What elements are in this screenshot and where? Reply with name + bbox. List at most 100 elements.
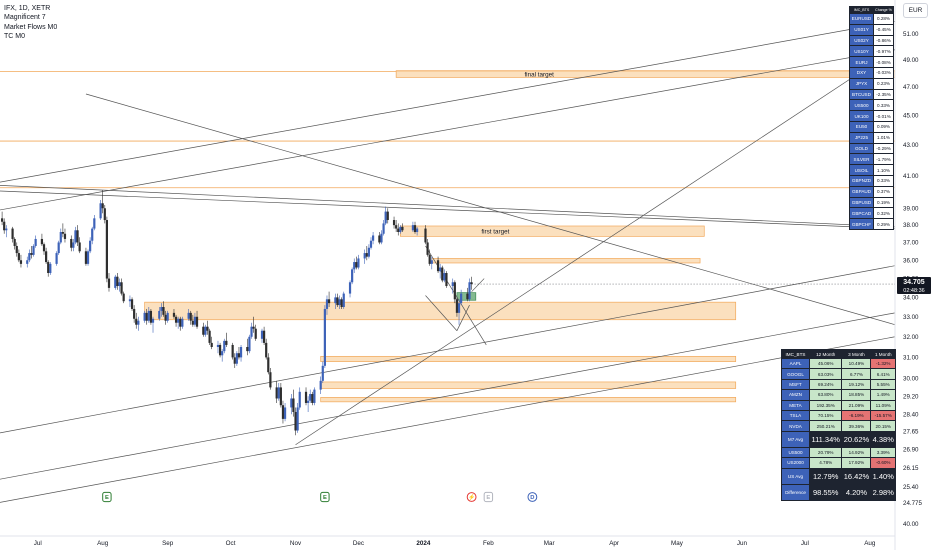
candle-up[interactable]: [353, 262, 356, 270]
candle-up[interactable]: [55, 253, 58, 264]
trendline[interactable]: [0, 21, 896, 183]
candle-down[interactable]: [424, 228, 427, 243]
candle-up[interactable]: [443, 273, 446, 281]
candle-down[interactable]: [304, 391, 308, 403]
candle-down[interactable]: [11, 228, 14, 239]
candle-up[interactable]: [204, 326, 207, 335]
split-icon[interactable]: [466, 492, 477, 502]
candle-up[interactable]: [457, 303, 461, 313]
candle-up[interactable]: [260, 330, 264, 339]
candle-up[interactable]: [460, 293, 463, 304]
trendline[interactable]: [0, 265, 896, 434]
candle-down[interactable]: [13, 238, 16, 246]
candle-up[interactable]: [277, 387, 280, 399]
candle-up[interactable]: [351, 269, 354, 283]
price-zone[interactable]: [395, 70, 896, 78]
candle-up[interactable]: [158, 310, 161, 319]
candle-up[interactable]: [348, 282, 352, 294]
candle-down[interactable]: [252, 326, 255, 329]
candle-up[interactable]: [323, 308, 326, 366]
candle-down[interactable]: [206, 326, 209, 331]
legend-symbol-line[interactable]: IFX, 1D, XETR: [4, 5, 51, 12]
candle-up[interactable]: [319, 380, 322, 390]
candle-down[interactable]: [174, 316, 178, 323]
trendline[interactable]: [0, 185, 896, 228]
candle-up[interactable]: [290, 398, 293, 408]
candle-up[interactable]: [59, 232, 62, 243]
candle-up[interactable]: [57, 242, 60, 254]
candle-down[interactable]: [254, 328, 257, 339]
price-zone[interactable]: [431, 258, 701, 264]
candle-up[interactable]: [223, 340, 226, 352]
candle-down[interactable]: [30, 253, 33, 255]
candle-down[interactable]: [269, 372, 272, 388]
candle-down[interactable]: [103, 208, 106, 221]
candle-up[interactable]: [99, 203, 102, 219]
candle-up[interactable]: [296, 407, 299, 431]
candle-up[interactable]: [143, 312, 146, 321]
dividend-icon[interactable]: [527, 492, 538, 502]
candle-down[interactable]: [426, 242, 429, 255]
candle-down[interactable]: [401, 226, 404, 231]
candle-down[interactable]: [386, 211, 389, 221]
candle-down[interactable]: [0, 218, 4, 222]
candle-down[interactable]: [63, 233, 67, 239]
candle-down[interactable]: [15, 245, 18, 254]
candle-down[interactable]: [195, 316, 199, 327]
candle-up[interactable]: [177, 318, 180, 323]
candle-down[interactable]: [149, 310, 153, 323]
candle-up[interactable]: [380, 233, 383, 243]
trendline[interactable]: [295, 49, 896, 446]
candle-up[interactable]: [166, 312, 169, 321]
candle-down[interactable]: [262, 330, 266, 343]
candle-up[interactable]: [114, 276, 117, 288]
candle-up[interactable]: [451, 282, 454, 287]
candle-up[interactable]: [93, 218, 96, 229]
candle-down[interactable]: [70, 238, 73, 248]
candle-down[interactable]: [281, 405, 285, 419]
candle-down[interactable]: [397, 228, 400, 233]
candle-up[interactable]: [216, 344, 220, 347]
candle-down[interactable]: [17, 253, 20, 261]
candle-up[interactable]: [430, 260, 433, 264]
candle-up[interactable]: [363, 253, 366, 259]
candle-down[interactable]: [135, 318, 138, 325]
trendline[interactable]: [0, 336, 896, 503]
candle-up[interactable]: [151, 318, 155, 323]
candle-down[interactable]: [470, 282, 473, 285]
candle-down[interactable]: [392, 220, 396, 226]
earnings-icon[interactable]: [102, 491, 112, 503]
trendline[interactable]: [0, 190, 896, 229]
candle-up[interactable]: [181, 318, 184, 327]
candle-down[interactable]: [292, 398, 295, 413]
candle-down[interactable]: [61, 232, 64, 234]
candle-up[interactable]: [371, 235, 375, 241]
candle-down[interactable]: [395, 225, 398, 229]
price-zone[interactable]: [399, 225, 705, 237]
candle-up[interactable]: [49, 263, 52, 274]
candle-down[interactable]: [208, 330, 211, 343]
earnings-icon[interactable]: [320, 491, 330, 503]
candle-down[interactable]: [191, 320, 194, 325]
candle-up[interactable]: [91, 228, 94, 241]
candle-down[interactable]: [189, 312, 192, 321]
candle-down[interactable]: [267, 357, 270, 373]
candle-up[interactable]: [307, 400, 310, 403]
candle-down[interactable]: [365, 253, 368, 257]
candle-up[interactable]: [325, 299, 329, 309]
candle-down[interactable]: [202, 326, 205, 335]
candle-down[interactable]: [436, 260, 440, 272]
candle-up[interactable]: [334, 297, 337, 304]
candle-down[interactable]: [40, 238, 44, 245]
candle-down[interactable]: [413, 225, 417, 233]
trendline[interactable]: [471, 278, 485, 292]
candle-down[interactable]: [378, 235, 381, 243]
candle-down[interactable]: [107, 278, 111, 288]
candle-up[interactable]: [187, 312, 190, 319]
candle-down[interactable]: [3, 221, 6, 231]
candle-down[interactable]: [47, 262, 50, 274]
candle-down[interactable]: [145, 312, 148, 321]
candle-down[interactable]: [116, 276, 119, 287]
candle-down[interactable]: [101, 203, 104, 209]
candle-down[interactable]: [172, 312, 176, 317]
